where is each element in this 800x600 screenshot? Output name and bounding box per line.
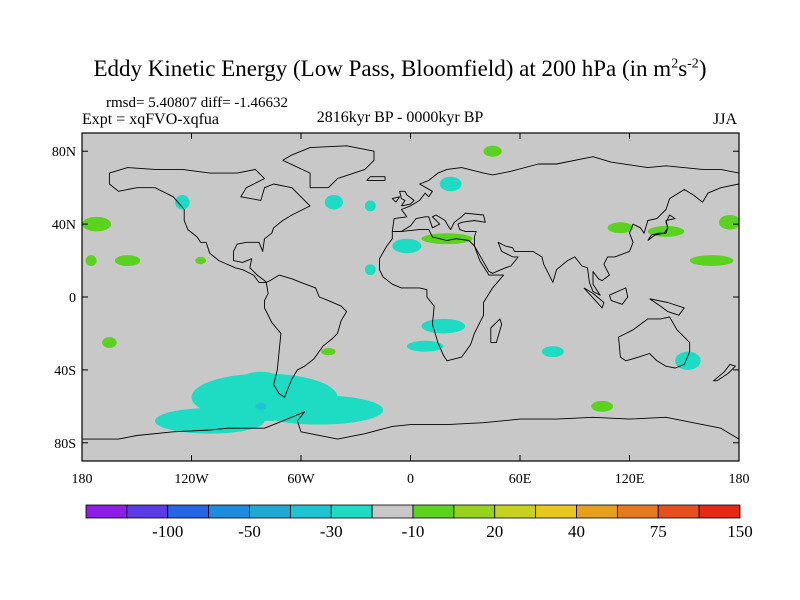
experiment-label: Expt = xqFVO-xqfua bbox=[82, 111, 220, 128]
coastline-1 bbox=[282, 145, 375, 189]
colorbar-swatch-2 bbox=[167, 504, 210, 519]
coastline-5 bbox=[618, 316, 691, 369]
coastline-12 bbox=[608, 287, 629, 305]
anomaly-region-9 bbox=[392, 238, 422, 254]
anomaly-region-23 bbox=[607, 222, 634, 234]
coastline-8 bbox=[391, 196, 401, 203]
colorbar-label-6: 75 bbox=[650, 522, 667, 541]
anomaly-region-10 bbox=[364, 264, 376, 276]
coastline-4 bbox=[391, 156, 739, 296]
anomaly-region-20 bbox=[195, 256, 207, 265]
season-label: JJA bbox=[713, 111, 738, 128]
anomaly-region-15 bbox=[82, 216, 112, 232]
coastline-10 bbox=[366, 176, 386, 181]
anomaly-region-25 bbox=[718, 215, 739, 230]
colorbar-swatch-10 bbox=[494, 504, 537, 519]
anomaly-region-24 bbox=[647, 225, 685, 237]
coastline-6 bbox=[490, 318, 503, 344]
coastline-14 bbox=[713, 363, 736, 382]
anomaly-region-2 bbox=[255, 395, 384, 425]
anomaly-region-5 bbox=[421, 318, 466, 334]
colorbar-label-1: -50 bbox=[238, 522, 261, 541]
anomaly-region-14 bbox=[324, 194, 343, 210]
lon-tick-label-4: 60E bbox=[509, 472, 532, 487]
anomaly-region-7 bbox=[541, 346, 564, 358]
anomaly-region-18 bbox=[102, 337, 117, 349]
anomaly-region-17 bbox=[85, 255, 97, 267]
colorbar-swatch-15 bbox=[698, 504, 741, 519]
anomaly-region-19 bbox=[321, 348, 336, 356]
colorbar-swatch-7 bbox=[371, 504, 414, 519]
colorbar-swatch-4 bbox=[249, 504, 291, 519]
colorbar-label-3: -10 bbox=[402, 522, 425, 541]
colorbar-swatch-9 bbox=[453, 504, 496, 519]
chart-title: Eddy Kinetic Energy (Low Pass, Bloomfiel… bbox=[93, 56, 707, 81]
lat-tick-label-3: 40S bbox=[54, 364, 76, 379]
colorbar-label-0: -100 bbox=[152, 522, 183, 541]
colorbar-swatch-8 bbox=[412, 504, 455, 519]
colorbar-swatch-6 bbox=[330, 504, 373, 519]
axis-ticks: 80N 40N 0 40S 80S 180 120W 60W 0 60E 120E 180 bbox=[52, 133, 750, 487]
lon-tick-label-5: 120E bbox=[615, 472, 645, 487]
colorbar: -100 -50 -30 -10 20 40 75 150 bbox=[85, 504, 753, 541]
lat-tick-label-1: 40N bbox=[52, 218, 76, 233]
anomaly-region-22 bbox=[483, 145, 502, 157]
period-label: 2816kyr BP - 0000kyr BP bbox=[316, 109, 484, 126]
map-background bbox=[82, 133, 739, 461]
colorbar-swatch-3 bbox=[208, 504, 250, 519]
colorbar-label-2: -30 bbox=[320, 522, 343, 541]
coastline-layer bbox=[82, 145, 739, 440]
anomaly-region-4 bbox=[255, 402, 267, 410]
colorbar-swatch-14 bbox=[657, 504, 700, 519]
anomaly-region-6 bbox=[406, 340, 444, 352]
colorbar-label-7: 150 bbox=[727, 522, 753, 541]
colorbar-swatch-13 bbox=[616, 504, 659, 519]
anomaly-region-8 bbox=[675, 351, 701, 370]
anomaly-region-11 bbox=[364, 200, 376, 212]
coastline-7 bbox=[399, 190, 415, 207]
coastline-13 bbox=[649, 298, 685, 316]
colorbar-label-5: 40 bbox=[568, 522, 585, 541]
rmsd-label: rmsd= 5.40807 diff= -1.46632 bbox=[106, 95, 289, 111]
coastline-2 bbox=[264, 274, 348, 398]
anomaly-region-16 bbox=[114, 255, 141, 267]
lat-tick-label-2: 0 bbox=[69, 291, 76, 306]
colorbar-swatch-1 bbox=[126, 504, 169, 519]
anomaly-region-27 bbox=[591, 400, 614, 412]
colorbar-swatch-11 bbox=[535, 504, 577, 519]
coastline-9 bbox=[647, 214, 676, 241]
lon-tick-label-6: 180 bbox=[729, 472, 750, 487]
coastline-15 bbox=[82, 411, 739, 440]
colorbar-label-4: 20 bbox=[486, 522, 503, 541]
anomaly-region-12 bbox=[439, 176, 462, 192]
anomaly-region-3 bbox=[238, 371, 283, 394]
lat-tick-label-4: 80S bbox=[54, 437, 76, 452]
colorbar-swatch-0 bbox=[85, 504, 128, 519]
lon-tick-label-1: 120W bbox=[174, 472, 209, 487]
lat-tick-label-0: 80N bbox=[52, 145, 76, 160]
anomaly-region-26 bbox=[689, 255, 734, 267]
anomaly-region-13 bbox=[175, 194, 190, 210]
lon-tick-label-0: 180 bbox=[72, 472, 93, 487]
lon-tick-label-2: 60W bbox=[287, 472, 315, 487]
lon-tick-label-3: 0 bbox=[407, 472, 414, 487]
coastline-11 bbox=[583, 287, 605, 309]
anomaly-region-1 bbox=[155, 408, 265, 434]
coastline-3 bbox=[379, 229, 505, 362]
colorbar-swatch-5 bbox=[289, 504, 332, 519]
colorbar-swatch-12 bbox=[576, 504, 618, 519]
coastline-0 bbox=[108, 167, 311, 283]
anomaly-region-21 bbox=[421, 233, 473, 245]
